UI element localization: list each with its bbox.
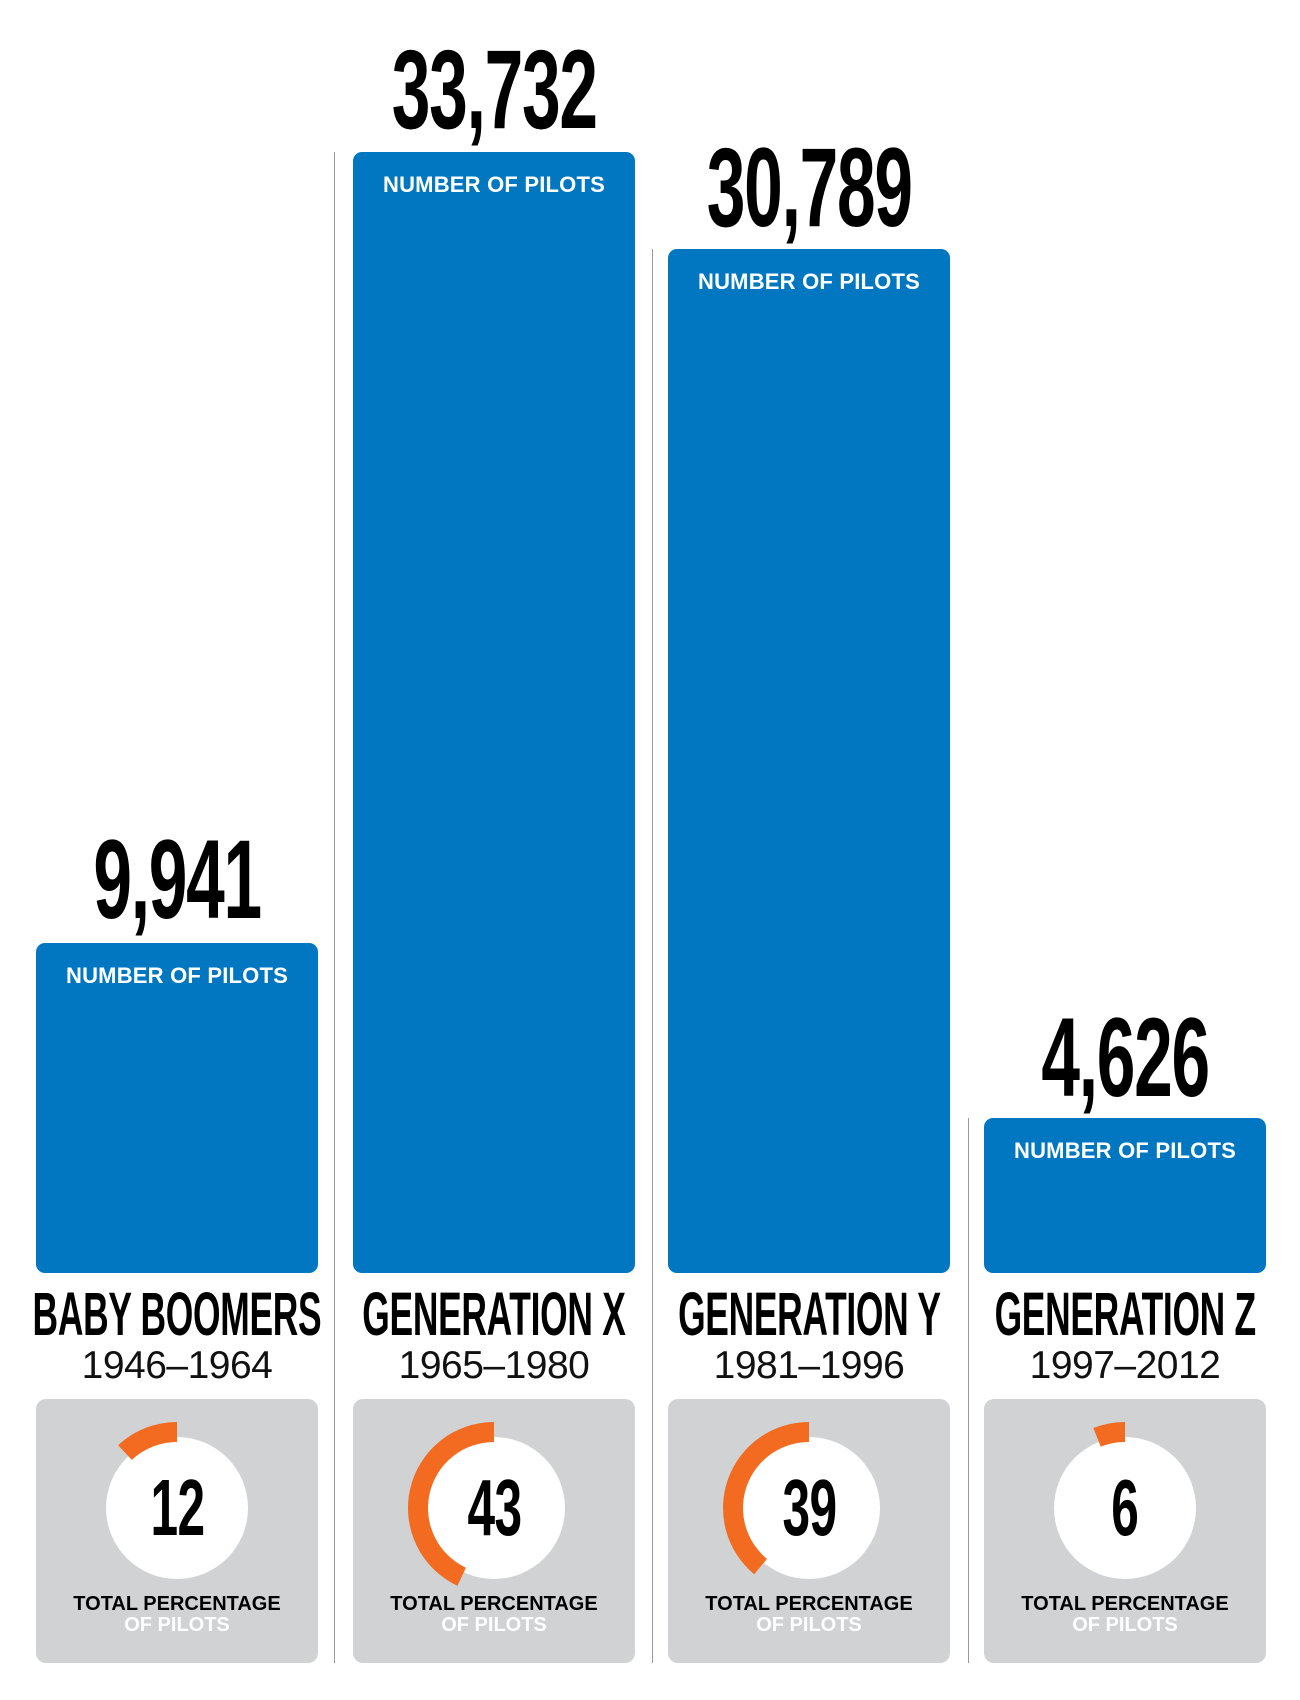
percentage-caption-line2: OF PILOTS <box>124 1614 230 1636</box>
generation-name: GENERATION X <box>362 1279 626 1348</box>
percentage-caption-line1: TOTAL PERCENTAGE <box>705 1593 913 1615</box>
column-generation-y: 30,789 NUMBER OF PILOTS GENERATION Y 198… <box>668 0 950 1700</box>
generation-name: BABY BOOMERS <box>32 1279 322 1348</box>
percentage-value: 39 <box>782 1463 837 1552</box>
column-generation-x: 33,732 NUMBER OF PILOTS GENERATION X 196… <box>353 0 635 1700</box>
percentage-caption-line1: TOTAL PERCENTAGE <box>390 1593 598 1615</box>
pilot-count: 9,941 <box>93 817 262 942</box>
generation-years: 1946–1964 <box>81 1344 273 1387</box>
bar-label: NUMBER OF PILOTS <box>66 963 288 988</box>
generation-years: 1997–2012 <box>1029 1344 1221 1387</box>
donut-ring-icon <box>408 1422 565 1586</box>
percentage-donut: 43 <box>405 1419 583 1597</box>
bar-generation-x: NUMBER OF PILOTS <box>353 152 635 1273</box>
donut-ring-icon <box>723 1422 880 1579</box>
percentage-panel: 12 TOTAL PERCENTAGE OF PILOTS <box>36 1399 318 1663</box>
percentage-value: 6 <box>1111 1463 1140 1552</box>
bar-generation-z: NUMBER OF PILOTS <box>984 1118 1266 1273</box>
bar-label: NUMBER OF PILOTS <box>383 172 605 197</box>
percentage-donut: 12 <box>88 1419 266 1597</box>
percentage-donut: 39 <box>720 1419 898 1597</box>
column-divider-2 <box>652 249 653 1663</box>
column-generation-z: 4,626 NUMBER OF PILOTS GENERATION Z 1997… <box>984 0 1266 1700</box>
percentage-caption-line1: TOTAL PERCENTAGE <box>73 1593 281 1615</box>
bar-label: NUMBER OF PILOTS <box>1014 1138 1236 1163</box>
donut-ring-icon <box>1054 1422 1196 1579</box>
percentage-caption-line2: OF PILOTS <box>1072 1614 1178 1636</box>
column-baby-boomers: 9,941 NUMBER OF PILOTS BABY BOOMERS 1946… <box>33 0 322 1700</box>
bar-baby-boomers: NUMBER OF PILOTS <box>36 943 318 1273</box>
column-divider-1 <box>334 152 335 1663</box>
percentage-caption-line2: OF PILOTS <box>756 1614 862 1636</box>
generation-years: 1981–1996 <box>713 1344 905 1387</box>
generation-name: GENERATION Y <box>677 1279 941 1348</box>
percentage-value: 12 <box>150 1463 205 1552</box>
bar-generation-y: NUMBER OF PILOTS <box>668 249 950 1273</box>
donut-ring-icon <box>106 1422 248 1579</box>
bar-label: NUMBER OF PILOTS <box>698 269 920 294</box>
percentage-panel: 39 TOTAL PERCENTAGE OF PILOTS <box>668 1399 950 1663</box>
percentage-panel: 6 TOTAL PERCENTAGE OF PILOTS <box>984 1399 1266 1663</box>
generation-years: 1965–1980 <box>398 1344 590 1387</box>
pilot-count: 33,732 <box>391 27 598 152</box>
column-divider-3 <box>968 1118 969 1663</box>
percentage-panel: 43 TOTAL PERCENTAGE OF PILOTS <box>353 1399 635 1663</box>
pilot-count: 4,626 <box>1041 995 1210 1120</box>
pilot-count: 30,789 <box>706 125 913 250</box>
percentage-caption-line2: OF PILOTS <box>441 1614 547 1636</box>
generation-name: GENERATION Z <box>994 1279 1256 1348</box>
percentage-caption-line1: TOTAL PERCENTAGE <box>1021 1593 1229 1615</box>
percentage-value: 43 <box>467 1463 522 1552</box>
percentage-donut: 6 <box>1036 1419 1214 1597</box>
